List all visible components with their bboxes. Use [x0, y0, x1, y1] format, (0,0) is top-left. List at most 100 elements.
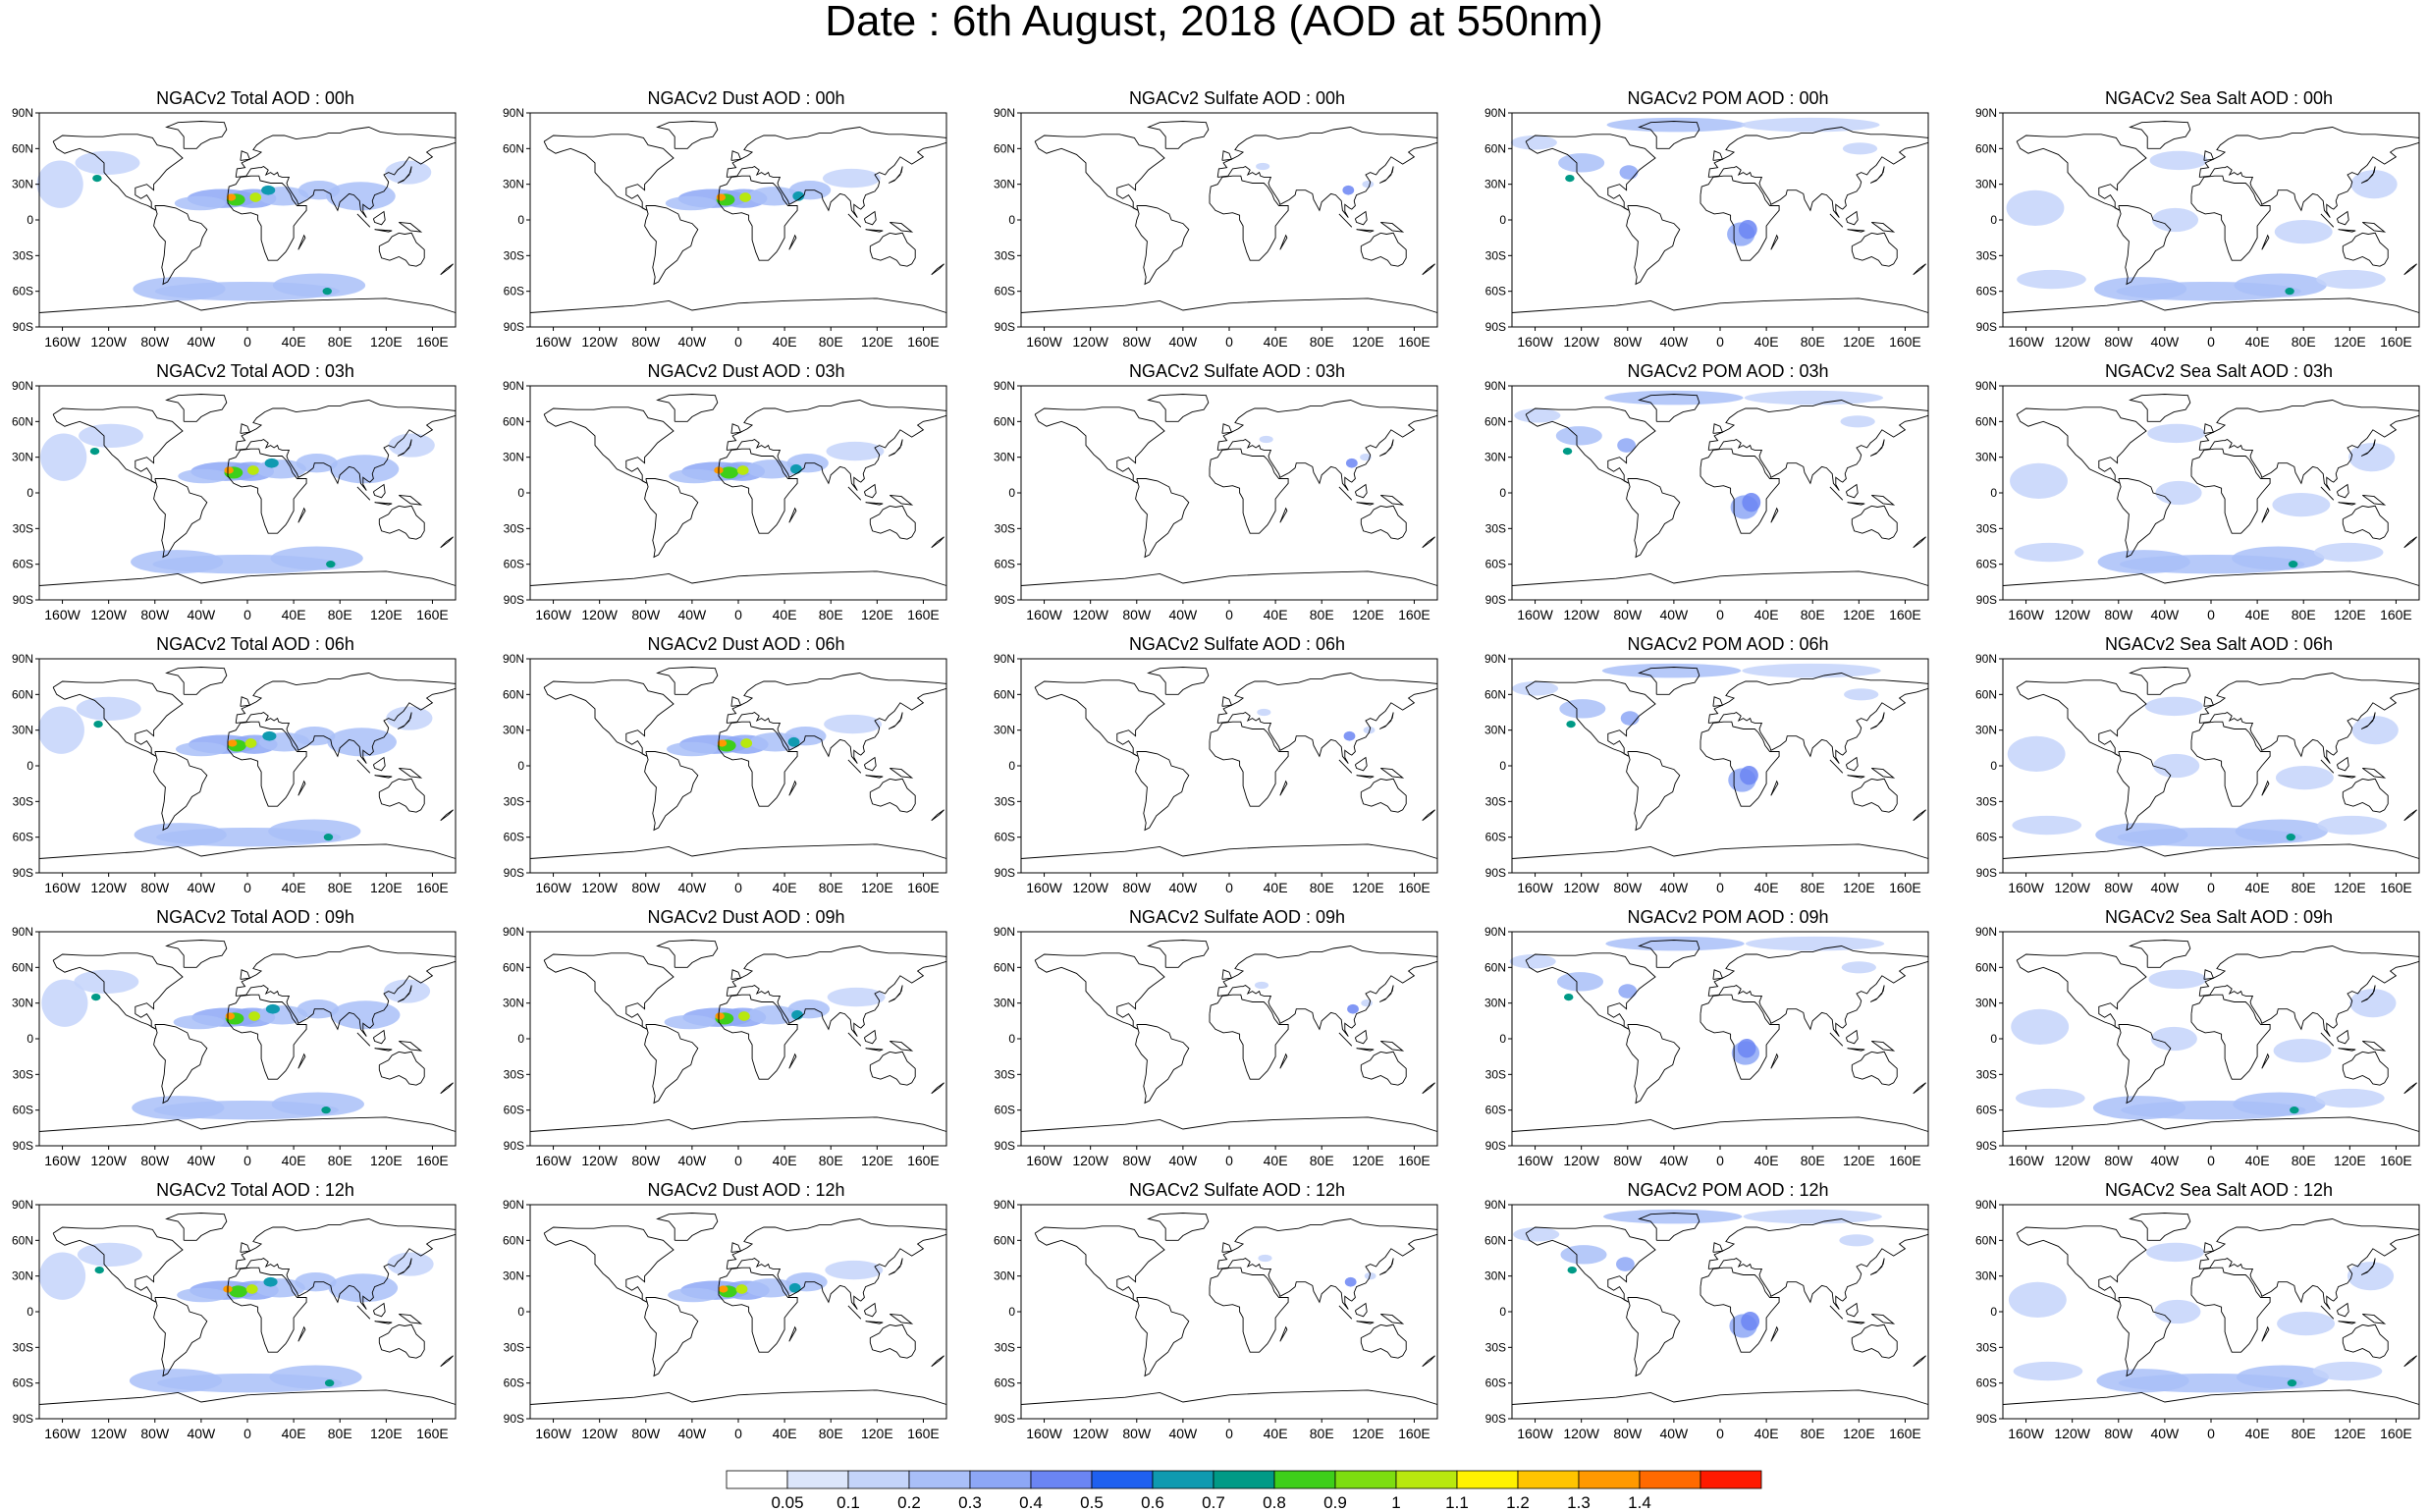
coastline — [1707, 945, 1929, 1037]
aod-blob — [1601, 663, 1742, 678]
coastline — [2261, 1325, 2270, 1342]
lon-label: 120W — [581, 334, 618, 350]
coastline — [644, 1297, 699, 1377]
coastline — [1354, 483, 1368, 499]
lon-label: 40W — [1168, 334, 1198, 350]
lat-label: 0 — [27, 1305, 33, 1319]
lon-label: 120W — [90, 607, 127, 622]
aod-blob — [272, 273, 366, 297]
lon-label: 160E — [1398, 1426, 1430, 1441]
aod-blob — [2006, 189, 2065, 227]
lat-label: 60S — [504, 558, 524, 571]
lon-label: 0 — [2207, 334, 2215, 350]
map-panel: NGACv2 Sea Salt AOD : 00h 90N 60N 30N 0 30S 60… — [1964, 88, 2428, 353]
map-frame — [529, 112, 947, 328]
coastline — [372, 1302, 386, 1318]
lon-label: 40E — [1264, 1426, 1288, 1441]
aod-blob — [247, 465, 259, 475]
lon-label: 160E — [416, 334, 449, 350]
aod-field — [37, 696, 433, 847]
lat-label: 90S — [504, 1412, 524, 1426]
aod-blob — [2272, 493, 2331, 517]
coastline — [1847, 1048, 1865, 1052]
lat-label: 90N — [1484, 379, 1506, 393]
lon-label: 40E — [2245, 607, 2270, 622]
aod-blob — [388, 433, 435, 458]
coastline — [1221, 696, 1233, 707]
coastline — [2403, 809, 2417, 822]
aod-blob — [36, 160, 83, 208]
coastline — [235, 400, 457, 491]
aod-blob — [2007, 735, 2066, 773]
lat-label: 0 — [517, 1032, 524, 1046]
coastline — [2342, 505, 2389, 540]
lat-label: 90N — [1975, 925, 1997, 939]
lon-label: 160E — [907, 880, 940, 895]
coastlines — [38, 1213, 457, 1405]
coastline — [788, 507, 797, 523]
aod-blob — [718, 1285, 728, 1293]
aod-field — [1512, 663, 1881, 792]
lat-label: 60S — [504, 831, 524, 844]
aod-blob — [326, 561, 336, 568]
coastline — [847, 1305, 862, 1320]
lon-label: 0 — [1716, 880, 1724, 895]
coastline — [1638, 1213, 1700, 1241]
colorbar-swatch — [1517, 1470, 1580, 1489]
lon-label: 0 — [1225, 334, 1233, 350]
lon-label: 0 — [1716, 1153, 1724, 1168]
coastline — [165, 667, 228, 695]
lon-label: 0 — [1716, 1426, 1724, 1441]
coastline — [1707, 1218, 1929, 1310]
lon-label: 120W — [581, 1426, 618, 1441]
aod-blob — [89, 447, 100, 456]
coastline — [378, 1323, 425, 1359]
lon-label: 40W — [1659, 1426, 1689, 1441]
panel-title: NGACv2 Sulfate AOD : 12h — [1128, 1180, 1346, 1200]
map-panel: NGACv2 Sulfate AOD : 00h 90N 60N 30N 0 30S 60S… — [982, 88, 1467, 353]
colorbar-label: 0.1 — [836, 1493, 860, 1512]
aod-field — [1509, 936, 1885, 1065]
coastline — [1626, 1297, 1681, 1377]
aod-blob — [1510, 135, 1557, 150]
coastline — [1700, 721, 1780, 807]
aod-blob — [717, 739, 728, 747]
coastline — [397, 1258, 412, 1275]
lat-label: 60N — [12, 414, 33, 428]
lat-label: 60N — [1975, 414, 1997, 428]
lat-label: 60N — [994, 1233, 1015, 1247]
coastline — [372, 1029, 386, 1045]
lon-label: 40W — [187, 1426, 216, 1441]
coastline — [2403, 1082, 2417, 1095]
coastline — [397, 166, 412, 184]
colorbar-swatch — [847, 1470, 910, 1489]
map-panel: NGACv2 Sulfate AOD : 12h 90N 60N 30N 0 30S 60S… — [982, 1180, 1467, 1445]
lon-label: 120W — [2054, 1153, 2090, 1168]
aod-blob — [1361, 999, 1374, 1007]
aod-blob — [37, 706, 84, 754]
aod-blob — [2288, 561, 2298, 568]
coastline — [397, 985, 412, 1002]
coastline — [2338, 1321, 2356, 1324]
lat-label: 0 — [1990, 1032, 1997, 1046]
lon-label: 120E — [370, 880, 403, 895]
lat-label: 30N — [503, 1269, 524, 1283]
coastlines — [529, 667, 947, 859]
lat-label: 90S — [1485, 866, 1506, 880]
lat-label: 30S — [1485, 1067, 1506, 1081]
lon-label: 40W — [677, 607, 707, 622]
coastline — [1378, 1258, 1394, 1275]
lon-label: 80E — [1310, 1153, 1334, 1168]
coastline — [1869, 985, 1885, 1002]
coastline — [52, 679, 184, 757]
lon-label: 40E — [2245, 1426, 2270, 1441]
coastline — [1829, 213, 1844, 228]
coastline — [1913, 263, 1926, 276]
coastline — [2342, 778, 2389, 813]
aod-field — [1259, 435, 1372, 468]
aod-blob — [263, 1276, 278, 1287]
coastline — [2362, 221, 2387, 233]
colorbar-swatch — [1213, 1470, 1275, 1489]
lat-label: 30S — [504, 1067, 524, 1081]
aod-blob — [1360, 454, 1372, 461]
